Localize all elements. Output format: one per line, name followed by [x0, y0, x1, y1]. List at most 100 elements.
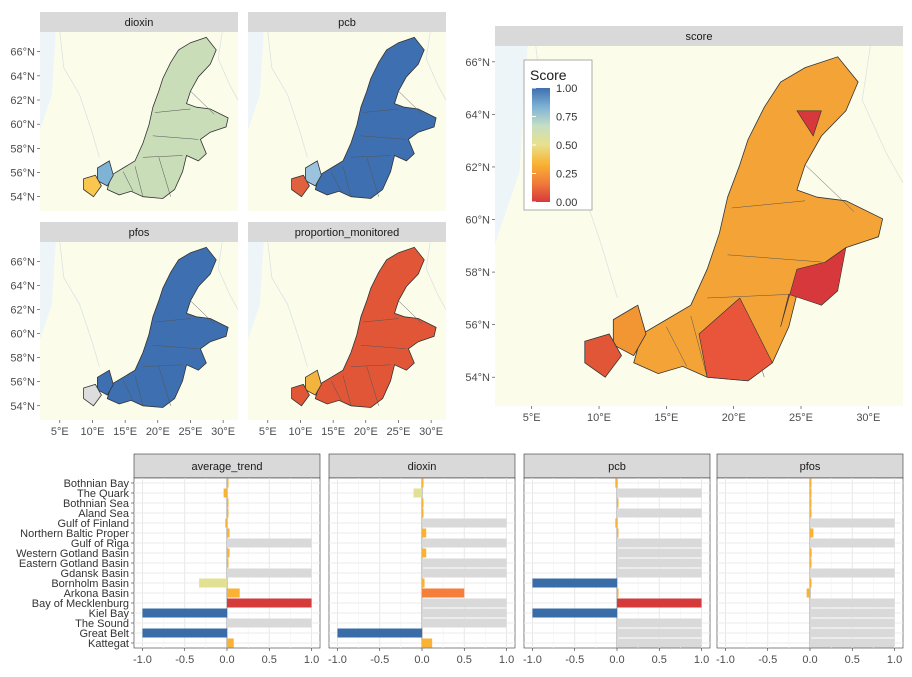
bar	[617, 568, 702, 578]
small-map-2-division	[142, 364, 183, 367]
small-map-0-division	[152, 135, 199, 140]
score-map-division	[727, 254, 822, 263]
score-map-division	[690, 315, 708, 378]
score-map-south-region	[698, 297, 773, 382]
bar	[810, 618, 895, 628]
bar	[810, 598, 895, 608]
small-map-2-division	[152, 344, 199, 350]
x-tick-label: 0.5	[262, 654, 277, 666]
x-tick-label: 0.5	[652, 654, 667, 666]
bar	[810, 558, 812, 568]
bar	[615, 518, 617, 528]
bar	[422, 568, 507, 578]
small-map-0-border-line	[217, 31, 239, 101]
bar	[617, 618, 702, 628]
score-map-atlantic	[495, 46, 528, 244]
bar	[422, 518, 507, 528]
x-tick-label: 25°E	[386, 426, 410, 438]
x-tick-label: 0.0	[802, 654, 817, 666]
bar	[617, 588, 619, 598]
x-tick-label: -1.0	[133, 654, 152, 666]
x-tick-label: 15°E	[113, 426, 137, 438]
score-map-division	[804, 164, 855, 212]
bar	[810, 528, 814, 538]
score-map-division	[731, 200, 806, 209]
small-map-2-division	[122, 380, 134, 401]
bar	[227, 588, 240, 598]
small-map-1-border-line	[267, 31, 308, 158]
y-tick-label: 60°N	[10, 119, 35, 131]
x-tick-label: 0.0	[219, 654, 234, 666]
x-tick-label: 25°E	[789, 412, 813, 424]
bar-panel-title: average_trend	[192, 461, 263, 473]
bar	[227, 548, 230, 558]
small-map-3-division	[366, 366, 379, 406]
bar	[422, 578, 425, 588]
category-label: Bay of Mecklenburg	[32, 598, 129, 610]
bar	[810, 488, 812, 498]
legend-tick-label: 0.50	[556, 140, 577, 152]
small-map-1-division	[342, 166, 352, 197]
bar	[223, 488, 227, 498]
bar	[337, 628, 422, 638]
small-map-1-atlantic	[248, 32, 264, 131]
bar	[227, 598, 312, 608]
category-label: The Quark	[77, 488, 129, 500]
bar	[199, 578, 227, 588]
small-map-1-title: pcb	[338, 17, 356, 29]
bar	[422, 478, 424, 488]
x-tick-label: 5°E	[523, 412, 541, 424]
bar	[810, 628, 895, 638]
small-map-0-title: dioxin	[125, 17, 154, 29]
bar	[225, 518, 227, 528]
x-tick-label: 30°E	[856, 412, 880, 424]
category-label: Northern Baltic Proper	[20, 528, 129, 540]
bar-panel-strip	[523, 453, 711, 479]
x-tick-label: 1.0	[499, 654, 514, 666]
x-tick-label: 30°E	[419, 426, 443, 438]
bar	[422, 558, 507, 568]
x-tick-label: 15°E	[321, 426, 345, 438]
bar	[810, 638, 895, 648]
category-label: Bothnian Sea	[63, 498, 130, 510]
bar	[617, 498, 619, 508]
small-map-0-strip	[40, 12, 238, 32]
small-map-1-division	[398, 90, 423, 115]
category-label: Western Gotland Basin	[16, 548, 129, 560]
y-tick-label: 66°N	[10, 47, 35, 59]
bar	[413, 488, 422, 498]
small-map-1-division	[362, 108, 399, 113]
small-map-0-division	[154, 108, 191, 113]
y-tick-label: 56°N	[10, 168, 35, 180]
bar-panel-strip	[328, 453, 516, 479]
bar	[617, 488, 702, 498]
bar	[617, 538, 702, 548]
legend-tick-label: 0.00	[556, 197, 577, 209]
y-tick-label: 60°N	[10, 329, 35, 341]
small-map-3-border-line	[425, 241, 447, 310]
y-tick-label: 66°N	[10, 257, 35, 269]
bar	[422, 538, 507, 548]
bar	[227, 618, 312, 628]
small-map-0-atlantic	[40, 32, 56, 131]
x-tick-label: 1.0	[304, 654, 319, 666]
small-map-2-title: pfos	[129, 227, 150, 239]
bar	[617, 548, 702, 558]
bar	[806, 588, 810, 598]
x-tick-label: 5°E	[51, 426, 69, 438]
y-tick-label: 58°N	[10, 353, 35, 365]
bar	[422, 588, 465, 598]
small-map-0-division	[158, 157, 171, 197]
x-tick-label: -1.0	[523, 654, 542, 666]
category-label: Gulf of Finland	[57, 518, 129, 530]
x-tick-label: 15°E	[654, 412, 678, 424]
small-map-1-denmark	[291, 174, 310, 198]
small-map-0-division	[134, 166, 144, 197]
small-map-0-division	[142, 155, 183, 158]
bar	[617, 558, 702, 568]
bar	[227, 498, 229, 508]
bar	[227, 528, 230, 538]
x-tick-label: 1.0	[694, 654, 709, 666]
y-tick-label: 66°N	[465, 57, 490, 69]
